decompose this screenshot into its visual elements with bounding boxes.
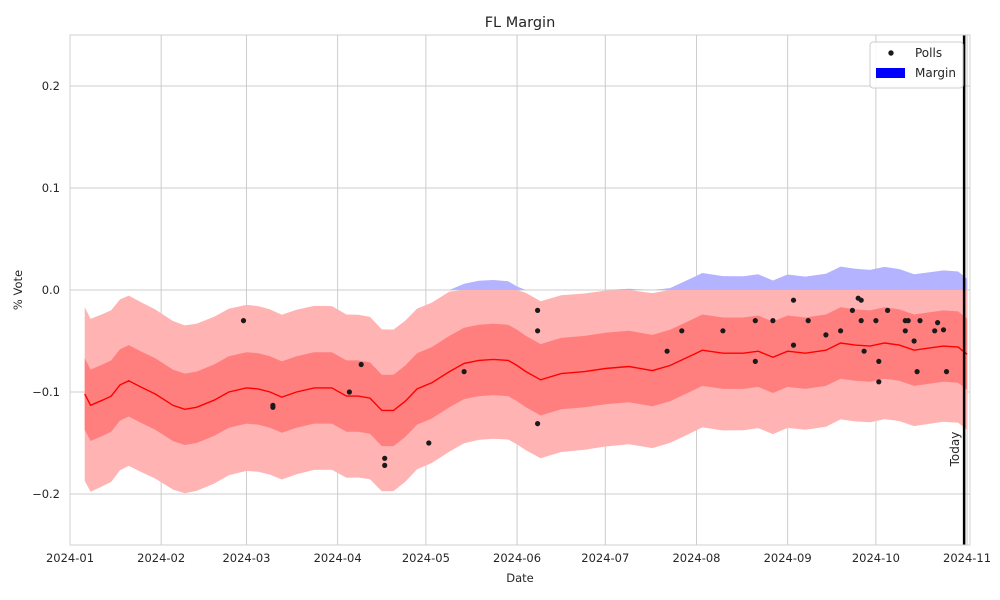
- poll-point: [535, 307, 541, 313]
- y-tick-label: 0.2: [42, 79, 60, 93]
- poll-point: [535, 328, 541, 334]
- poll-point: [535, 421, 541, 427]
- y-tick-label: 0.0: [42, 283, 60, 297]
- poll-point: [805, 318, 811, 324]
- legend-margin-label: Margin: [915, 66, 956, 80]
- x-tick-label: 2024-08: [672, 551, 720, 565]
- x-tick-label: 2024-02: [137, 551, 185, 565]
- poll-point: [911, 338, 917, 344]
- y-tick-label: −0.1: [32, 385, 60, 399]
- poll-point: [858, 318, 864, 324]
- x-tick-label: 2024-04: [314, 551, 362, 565]
- poll-point: [876, 358, 882, 364]
- poll-point: [905, 318, 911, 324]
- legend-polls-label: Polls: [915, 46, 942, 60]
- poll-point: [873, 318, 879, 324]
- poll-point: [935, 320, 941, 326]
- legend-polls-marker: [888, 50, 894, 56]
- chart-title: FL Margin: [485, 15, 556, 31]
- plot-frame: [69, 34, 971, 546]
- y-tick-label: 0.1: [42, 181, 60, 195]
- x-axis-title: Date: [506, 571, 534, 585]
- poll-point: [932, 328, 938, 334]
- x-tick-label: 2024-06: [493, 551, 541, 565]
- x-tick-label: 2024-01: [46, 551, 94, 565]
- y-axis-title: % Vote: [11, 270, 25, 310]
- poll-point: [382, 462, 388, 468]
- poll-point: [823, 332, 829, 338]
- x-tick-label: 2024-03: [222, 551, 270, 565]
- y-tick-label: −0.2: [32, 487, 60, 501]
- poll-point: [861, 348, 867, 354]
- poll-point: [382, 455, 388, 461]
- today-marker: Today: [948, 35, 966, 545]
- poll-point: [943, 369, 950, 375]
- poll-point: [426, 440, 432, 446]
- x-tick-label: 2024-10: [852, 551, 900, 565]
- margin-line: [84, 342, 968, 412]
- poll-point: [858, 297, 864, 303]
- poll-point: [940, 327, 947, 333]
- outer-band-positive: [84, 266, 968, 290]
- poll-point: [876, 379, 882, 385]
- poll-point: [346, 389, 352, 395]
- x-tick-labels: 2024-01 2024-02 2024-03 2024-04 2024-05 2024-…: [46, 551, 991, 565]
- poll-point: [461, 369, 467, 375]
- inner-band: [84, 307, 968, 447]
- poll-point: [770, 318, 776, 324]
- x-tick-label: 2024-07: [581, 551, 629, 565]
- poll-point: [849, 307, 856, 313]
- poll-point: [885, 307, 891, 313]
- poll-point: [790, 342, 797, 348]
- poll-point: [679, 328, 685, 334]
- poll-point: [270, 402, 276, 408]
- today-label: Today: [948, 432, 962, 468]
- margin-bands: [84, 266, 968, 494]
- poll-point: [358, 361, 364, 368]
- legend: Polls Margin: [869, 41, 964, 89]
- poll-point: [902, 328, 908, 334]
- poll-point: [917, 318, 923, 324]
- poll-points: [240, 295, 950, 468]
- poll-point: [752, 358, 758, 364]
- poll-point: [752, 318, 758, 324]
- poll-point: [664, 348, 670, 354]
- x-tick-label: 2024-05: [402, 551, 450, 565]
- margin-line-layer: [84, 342, 968, 412]
- y-tick-labels: −0.2 −0.1 0.0 0.1 0.2: [32, 79, 60, 501]
- poll-point: [790, 297, 797, 303]
- poll-point: [240, 318, 247, 324]
- poll-point: [720, 328, 726, 334]
- x-tick-label: 2024-09: [764, 551, 812, 565]
- poll-point: [914, 369, 920, 375]
- legend-margin-swatch: [876, 68, 905, 78]
- poll-point: [838, 328, 844, 334]
- x-tick-label: 2024-11: [943, 551, 991, 565]
